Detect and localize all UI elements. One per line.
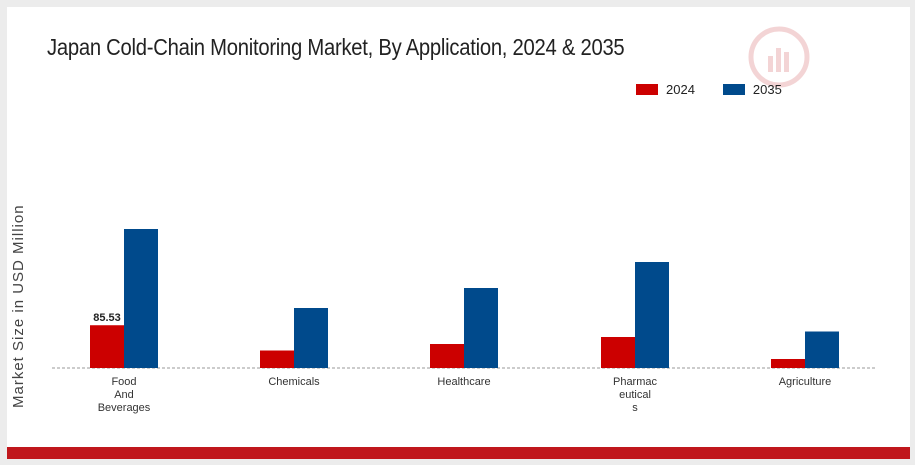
- bar-2035-4: [805, 331, 839, 368]
- legend-swatch-2035: [722, 84, 745, 95]
- x-tick-label-4: Agriculture: [779, 376, 832, 388]
- bar-2035-0: [124, 229, 158, 368]
- x-tick-label-3: Pharmac eutical s: [613, 376, 658, 414]
- bar-2035-1: [294, 308, 328, 368]
- bar-2035-3: [635, 262, 669, 368]
- chart-legend: 2024 2035: [636, 82, 810, 97]
- bar-2024-1: [260, 350, 294, 368]
- legend-label-2035: 2035: [752, 82, 782, 97]
- bar-2024-3: [601, 337, 635, 368]
- bottom-accent-bar: [7, 447, 910, 459]
- x-tick-label-2: Healthcare: [437, 376, 490, 388]
- watermark-logo-icon: [748, 26, 810, 88]
- legend-label-2024: 2024: [666, 82, 695, 97]
- legend-item-2024: 2024: [636, 82, 695, 97]
- x-tick-label-0: Food And Beverages: [98, 376, 151, 414]
- chart-card: [7, 7, 910, 447]
- bar-2024-0: [90, 325, 124, 368]
- legend-item-2035: 2035: [722, 82, 782, 97]
- bar-2024-2: [430, 344, 464, 368]
- chart-title: Japan Cold-Chain Monitoring Market, By A…: [47, 34, 625, 60]
- bar-2024-4: [771, 359, 805, 368]
- data-label-0: 85.53: [93, 312, 121, 324]
- bar-2035-2: [464, 288, 498, 368]
- legend-swatch-2024: [636, 84, 658, 95]
- x-tick-label-1: Chemicals: [268, 376, 320, 388]
